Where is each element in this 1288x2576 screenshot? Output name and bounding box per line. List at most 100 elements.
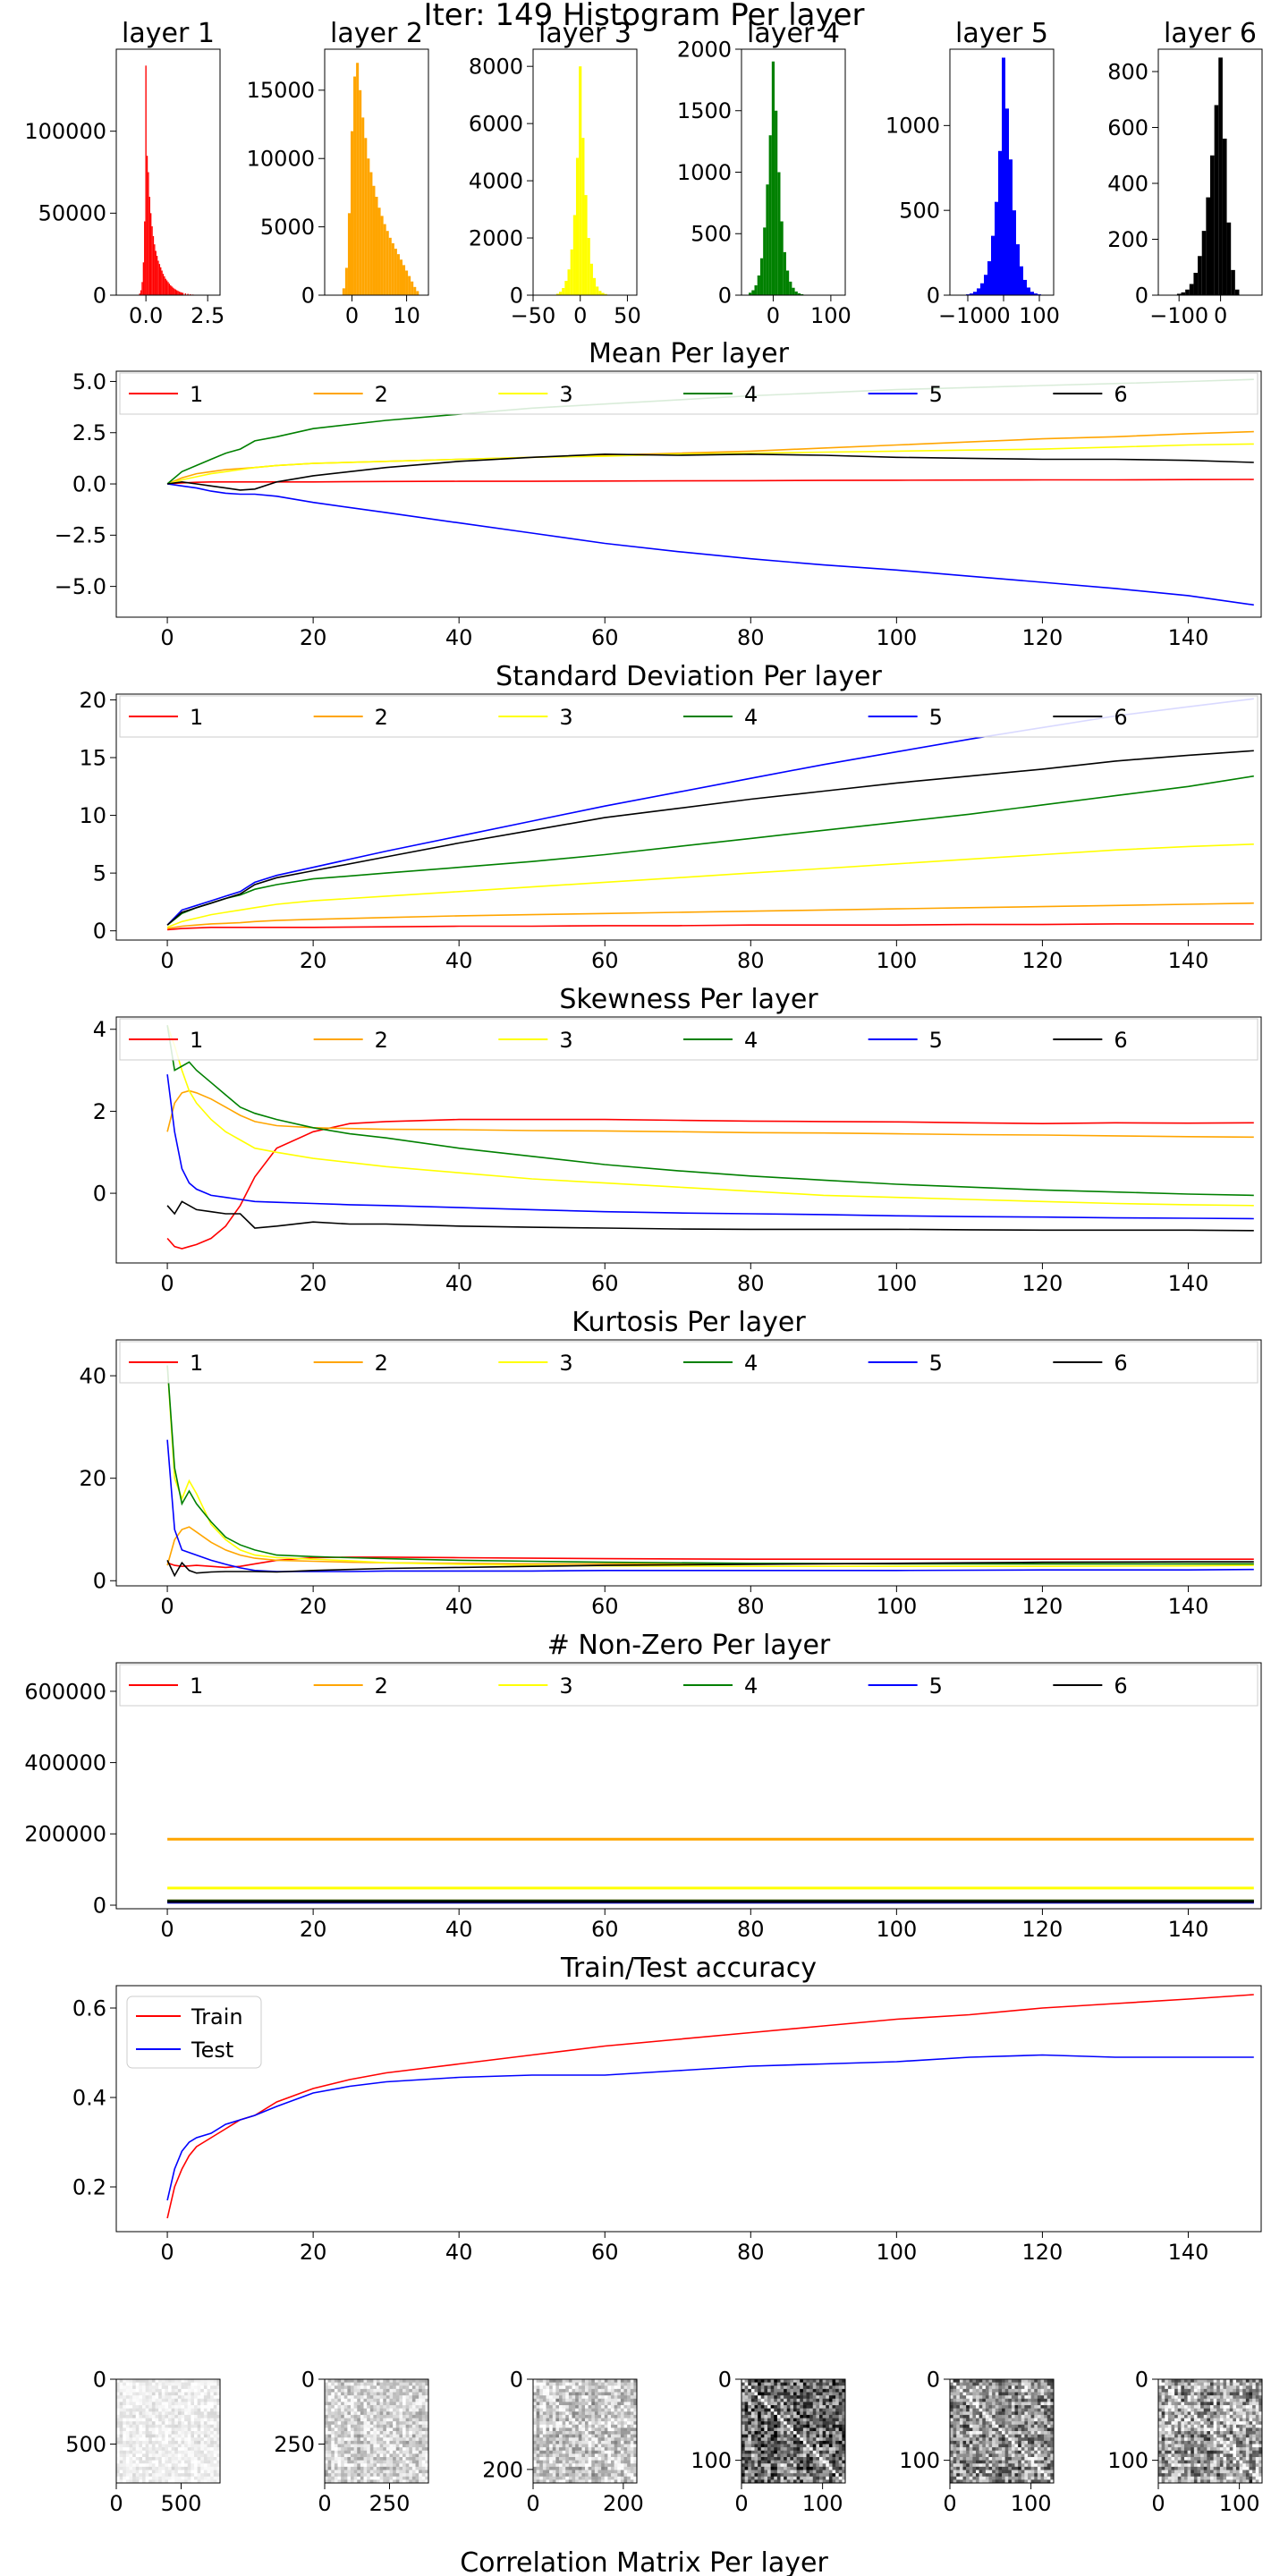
matrix-cell bbox=[331, 2395, 335, 2400]
matrix-cell bbox=[116, 2437, 120, 2442]
matrix-cell bbox=[331, 2421, 335, 2426]
matrix-cell bbox=[379, 2457, 384, 2461]
matrix-cell bbox=[1021, 2388, 1025, 2393]
matrix-cell bbox=[327, 2431, 332, 2435]
matrix-cell bbox=[148, 2447, 153, 2452]
matrix-cell bbox=[395, 2398, 400, 2402]
matrix-cell bbox=[835, 2414, 840, 2419]
matrix-cell bbox=[357, 2460, 361, 2464]
matrix-cell bbox=[826, 2392, 830, 2396]
legend-label: 2 bbox=[375, 1351, 388, 1376]
matrix-cell bbox=[399, 2476, 403, 2480]
matrix-cell bbox=[604, 2388, 608, 2393]
legend-label: 5 bbox=[929, 382, 943, 407]
matrix-cell bbox=[334, 2388, 338, 2393]
histogram-bar bbox=[167, 282, 169, 295]
matrix-cell bbox=[953, 2379, 957, 2383]
y-tick-label: 500 bbox=[899, 199, 940, 224]
matrix-cell bbox=[343, 2408, 348, 2412]
matrix-cell bbox=[132, 2470, 137, 2474]
matrix-cell bbox=[617, 2418, 622, 2422]
matrix-cell bbox=[399, 2395, 403, 2400]
matrix-cell bbox=[539, 2405, 544, 2409]
matrix-cell bbox=[125, 2405, 130, 2409]
matrix-cell bbox=[377, 2460, 380, 2464]
matrix-cell bbox=[533, 2434, 537, 2438]
matrix-cell bbox=[142, 2463, 146, 2468]
matrix-cell bbox=[203, 2476, 208, 2480]
matrix-cell bbox=[1030, 2398, 1035, 2402]
y-tick-label: 50000 bbox=[38, 201, 106, 226]
matrix-cell bbox=[216, 2463, 221, 2468]
matrix-cell bbox=[822, 2428, 826, 2432]
matrix-cell bbox=[373, 2437, 377, 2442]
matrix-cell bbox=[357, 2388, 361, 2393]
matrix-cell bbox=[591, 2450, 596, 2454]
matrix-cell bbox=[565, 2408, 570, 2412]
matrix-cell bbox=[591, 2411, 596, 2416]
matrix-cell bbox=[770, 2463, 775, 2468]
matrix-cell bbox=[559, 2466, 563, 2470]
matrix-cell bbox=[819, 2466, 823, 2470]
matrix-cell bbox=[812, 2437, 817, 2442]
matrix-cell bbox=[760, 2408, 765, 2412]
matrix-cell bbox=[415, 2457, 419, 2461]
matrix-cell bbox=[210, 2476, 215, 2480]
matrix-cell bbox=[421, 2395, 426, 2400]
matrix-cell bbox=[826, 2466, 830, 2470]
matrix-cell bbox=[327, 2414, 332, 2419]
matrix-cell bbox=[148, 2405, 153, 2409]
matrix-cell bbox=[776, 2395, 781, 2400]
matrix-cell bbox=[588, 2457, 592, 2461]
matrix-cell bbox=[764, 2450, 768, 2454]
matrix-cell bbox=[402, 2431, 406, 2435]
matrix-cell bbox=[165, 2424, 169, 2428]
matrix-cell bbox=[187, 2447, 191, 2452]
matrix-cell bbox=[575, 2440, 580, 2445]
matrix-cell bbox=[819, 2460, 823, 2464]
matrix-cell bbox=[774, 2434, 778, 2438]
matrix-cell bbox=[617, 2385, 622, 2390]
matrix-cell bbox=[360, 2379, 364, 2383]
matrix-cell bbox=[194, 2398, 198, 2402]
matrix-cell bbox=[181, 2479, 185, 2484]
matrix-cell bbox=[774, 2470, 778, 2474]
matrix-cell bbox=[555, 2466, 560, 2470]
matrix-cell bbox=[604, 2395, 608, 2400]
matrix-cell bbox=[210, 2434, 215, 2438]
histogram-bar bbox=[391, 242, 394, 295]
x-tick-label: −100 bbox=[1149, 303, 1208, 328]
histogram-bar bbox=[570, 249, 573, 295]
matrix-cell bbox=[784, 2453, 788, 2458]
matrix-cell bbox=[216, 2379, 221, 2383]
matrix-cell bbox=[409, 2447, 413, 2452]
matrix-cell bbox=[363, 2408, 368, 2412]
matrix-cell bbox=[210, 2428, 215, 2432]
matrix-cell bbox=[132, 2473, 137, 2478]
matrix-cell bbox=[979, 2388, 983, 2393]
matrix-cell bbox=[216, 2395, 221, 2400]
matrix-cell bbox=[812, 2395, 817, 2400]
matrix-cell bbox=[207, 2379, 211, 2383]
matrix-cell bbox=[187, 2437, 191, 2442]
matrix-cell bbox=[1024, 2382, 1029, 2386]
matrix-cell bbox=[411, 2414, 416, 2419]
matrix-cell bbox=[572, 2431, 576, 2435]
matrix-cell bbox=[142, 2431, 146, 2435]
matrix-cell bbox=[611, 2470, 614, 2474]
matrix-cell bbox=[181, 2405, 185, 2409]
histogram-bar bbox=[977, 288, 980, 295]
matrix-cell bbox=[1014, 2392, 1019, 2396]
matrix-cell bbox=[620, 2408, 624, 2412]
matrix-cell bbox=[421, 2382, 426, 2386]
histogram-bar bbox=[165, 280, 168, 295]
matrix-cell bbox=[165, 2440, 169, 2445]
histogram-title: layer 1 bbox=[122, 18, 215, 49]
matrix-cell bbox=[187, 2460, 191, 2464]
matrix-cell bbox=[142, 2479, 146, 2484]
matrix-cell bbox=[116, 2428, 120, 2432]
matrix-cell bbox=[331, 2418, 335, 2422]
matrix-cell bbox=[194, 2395, 198, 2400]
matrix-cell bbox=[793, 2379, 797, 2383]
matrix-cell bbox=[764, 2402, 768, 2406]
